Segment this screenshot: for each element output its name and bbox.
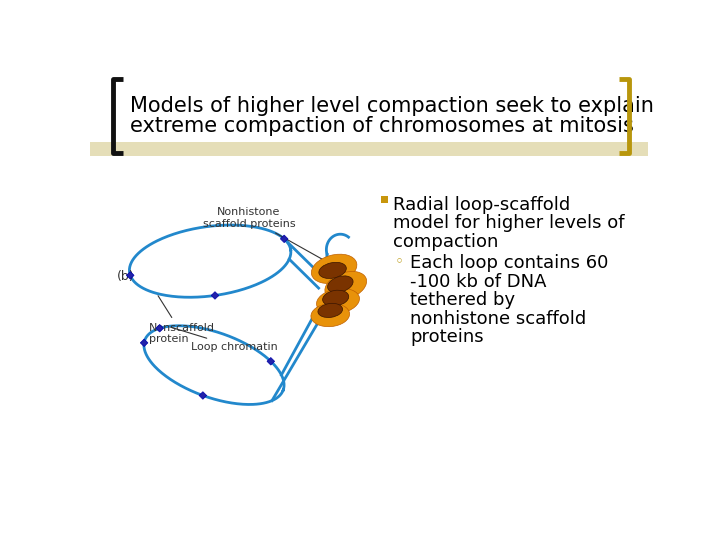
Text: Radial loop-scaffold: Radial loop-scaffold [393, 195, 570, 214]
Text: compaction: compaction [393, 233, 498, 251]
Text: Loop chromatin: Loop chromatin [171, 327, 278, 352]
Text: proteins: proteins [410, 328, 484, 346]
Polygon shape [127, 272, 134, 279]
Polygon shape [280, 235, 288, 242]
Text: Models of higher level compaction seek to explain: Models of higher level compaction seek t… [130, 96, 654, 116]
Text: (b): (b) [117, 270, 135, 283]
Text: extreme compaction of chromosomes at mitosis: extreme compaction of chromosomes at mit… [130, 116, 634, 136]
Polygon shape [199, 392, 207, 399]
Text: nonhistone scaffold: nonhistone scaffold [410, 310, 586, 328]
Polygon shape [267, 357, 274, 365]
Ellipse shape [325, 272, 366, 300]
Ellipse shape [311, 254, 357, 284]
Text: Nonscaffold
protein: Nonscaffold protein [149, 296, 215, 344]
Ellipse shape [311, 303, 350, 327]
Text: Each loop contains 60: Each loop contains 60 [410, 254, 608, 272]
Text: ◦: ◦ [395, 254, 404, 269]
Text: Nonhistone
scaffold proteins: Nonhistone scaffold proteins [202, 207, 330, 264]
Ellipse shape [319, 262, 346, 279]
Ellipse shape [328, 276, 353, 293]
Ellipse shape [317, 288, 359, 314]
Polygon shape [140, 339, 148, 347]
Text: -100 kb of DNA: -100 kb of DNA [410, 273, 546, 291]
Text: model for higher levels of: model for higher levels of [393, 214, 624, 232]
Polygon shape [211, 292, 219, 299]
Ellipse shape [323, 290, 348, 306]
Bar [381, 195, 388, 204]
Text: tethered by: tethered by [410, 292, 516, 309]
Bar [90, 142, 648, 156]
Polygon shape [156, 325, 163, 332]
Ellipse shape [318, 303, 343, 318]
